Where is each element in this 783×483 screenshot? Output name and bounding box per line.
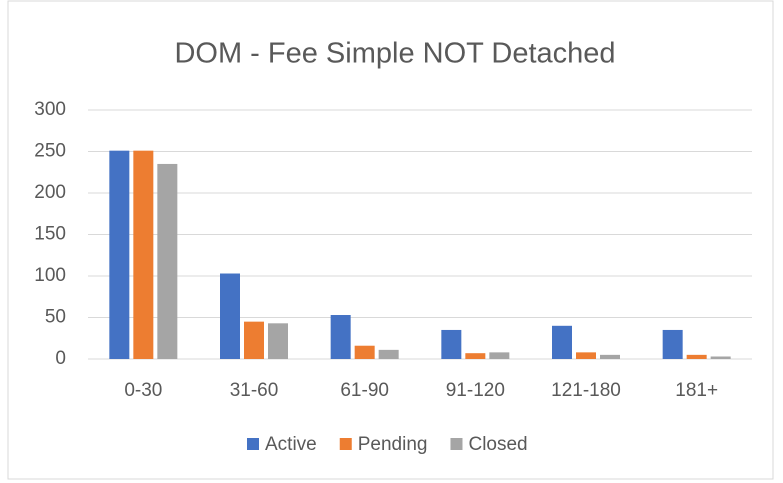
legend-swatch bbox=[450, 438, 463, 450]
y-tick-label: 50 bbox=[45, 307, 66, 328]
bar bbox=[441, 329, 462, 359]
bar bbox=[220, 273, 240, 359]
legend-swatch bbox=[247, 438, 259, 450]
x-tick-label: 121-180 bbox=[551, 380, 621, 401]
bar bbox=[268, 323, 288, 359]
x-tick-label: 0-30 bbox=[124, 380, 162, 401]
x-tick-label: 91-120 bbox=[446, 380, 505, 401]
bar bbox=[378, 349, 399, 359]
y-tick-label: 250 bbox=[34, 141, 66, 162]
bar bbox=[109, 150, 130, 359]
bar bbox=[244, 321, 264, 359]
y-tick-label: 100 bbox=[34, 265, 66, 286]
y-tick-label: 300 bbox=[34, 99, 66, 120]
bar bbox=[686, 354, 707, 359]
bar bbox=[133, 150, 154, 359]
legend-swatch bbox=[339, 438, 352, 450]
legend-label: Closed bbox=[468, 434, 527, 455]
bar bbox=[576, 352, 596, 359]
y-tick-label: 150 bbox=[34, 224, 66, 245]
legend-label: Active bbox=[265, 434, 317, 455]
bar bbox=[157, 163, 178, 359]
bar bbox=[600, 354, 620, 359]
x-tick-label: 61-90 bbox=[340, 380, 389, 401]
bar bbox=[465, 353, 486, 359]
y-tick-label: 0 bbox=[55, 348, 66, 369]
bar bbox=[552, 325, 572, 359]
x-tick-label: 181+ bbox=[675, 380, 718, 401]
bar bbox=[330, 315, 351, 359]
x-tick-label: 31-60 bbox=[230, 380, 279, 401]
chart-title: DOM - Fee Simple NOT Detached bbox=[174, 38, 615, 70]
bar bbox=[489, 352, 510, 359]
bar bbox=[662, 329, 683, 359]
bar bbox=[710, 356, 731, 359]
y-tick-label: 200 bbox=[34, 182, 66, 203]
legend-label: Pending bbox=[358, 434, 428, 455]
bar bbox=[354, 345, 375, 359]
